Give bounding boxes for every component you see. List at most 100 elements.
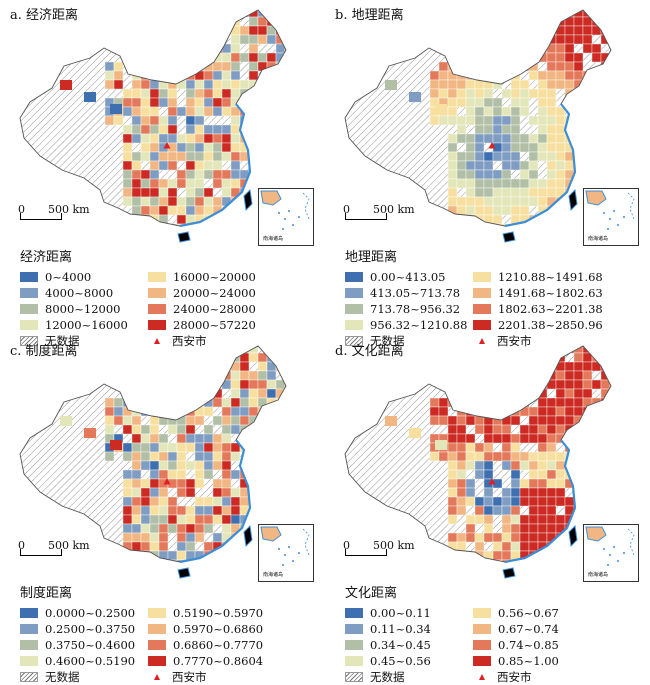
region-cell <box>609 397 611 408</box>
region-cell <box>528 133 539 144</box>
region-cell <box>510 451 521 462</box>
region-cell <box>149 559 160 562</box>
region-cell <box>528 379 539 390</box>
region-cell <box>447 370 458 381</box>
region-cell <box>519 532 530 543</box>
legend-label: 0.45~0.56 <box>370 653 431 668</box>
region-cell <box>537 406 548 417</box>
south-china-sea-inset: 南海诸岛 <box>583 188 639 246</box>
region-cell <box>131 196 142 207</box>
region-cell <box>483 379 494 390</box>
legend-swatch <box>148 287 166 298</box>
region-cell <box>555 70 566 81</box>
region-cell <box>230 160 241 171</box>
region-cell <box>501 142 512 153</box>
region-cell <box>492 169 503 180</box>
region-cell <box>528 34 539 45</box>
region-cell <box>537 415 548 426</box>
region-cell <box>573 34 584 45</box>
region-cell <box>564 406 575 417</box>
region-cell <box>483 496 494 507</box>
region-cell <box>465 25 476 36</box>
region-cell <box>456 223 467 226</box>
region-cell <box>140 169 151 180</box>
region-cell <box>591 70 602 81</box>
region-cell <box>213 233 222 242</box>
region-cell <box>456 424 467 435</box>
region-cell <box>167 460 178 471</box>
region-cell <box>230 361 241 372</box>
region-cell <box>275 142 286 153</box>
region-cell <box>564 97 575 108</box>
region-cell <box>212 514 223 525</box>
region-cell <box>248 16 259 27</box>
region-cell <box>222 569 231 578</box>
region-cell <box>447 505 458 516</box>
region-cell <box>528 160 539 171</box>
region-cell <box>284 388 286 399</box>
region-cell <box>239 370 250 381</box>
region-cell <box>582 106 593 117</box>
region-cell <box>176 16 187 27</box>
region-cell <box>483 205 494 216</box>
region-cell <box>573 379 584 390</box>
region-cell <box>474 559 485 562</box>
region-cell <box>456 352 467 363</box>
region-cell <box>149 424 160 435</box>
region-cell <box>212 460 223 471</box>
region-cell <box>609 133 611 144</box>
region-cell <box>158 460 169 471</box>
region-cell <box>591 514 602 525</box>
region-cell <box>158 178 169 189</box>
region-cell <box>140 178 151 189</box>
region-cell <box>131 223 142 226</box>
region-cell <box>546 523 557 534</box>
region-cell <box>230 469 241 480</box>
region-cell <box>474 61 485 72</box>
region-cell <box>492 415 503 426</box>
region-cell <box>248 370 259 381</box>
region-cell <box>122 106 133 117</box>
region-cell <box>140 142 151 153</box>
legend-label: 0~4000 <box>45 269 92 284</box>
region-cell <box>149 124 160 135</box>
region-cell <box>257 25 268 36</box>
region-cell <box>185 370 196 381</box>
region-cell <box>266 388 277 399</box>
region-cell <box>465 460 476 471</box>
region-cell <box>573 433 584 444</box>
region-cell <box>230 151 241 162</box>
region-cell <box>501 61 512 72</box>
region-cell <box>149 97 160 108</box>
region-cell <box>573 397 584 408</box>
legend-swatch <box>20 639 38 650</box>
region-cell <box>438 70 449 81</box>
region-cell <box>519 52 530 63</box>
region-cell <box>231 233 240 242</box>
region-cell <box>546 478 557 489</box>
region-cell <box>529 233 538 242</box>
region-cell <box>249 233 258 242</box>
region-cell <box>221 460 232 471</box>
region-cell <box>474 160 485 171</box>
region-cell <box>591 346 602 354</box>
region-cell <box>600 496 611 507</box>
region-cell <box>465 10 476 18</box>
region-cell <box>528 541 539 552</box>
region-cell <box>456 460 467 471</box>
region-cell <box>167 115 178 126</box>
region-cell <box>221 43 232 54</box>
region-cell <box>194 25 205 36</box>
region-cell <box>104 79 115 90</box>
region-cell <box>149 460 160 471</box>
region-cell <box>429 88 440 99</box>
region-cell <box>248 424 259 435</box>
region-cell <box>167 442 178 453</box>
region-cell <box>221 361 232 372</box>
inset-label: 南海诸岛 <box>263 236 284 242</box>
region-cell <box>284 115 286 126</box>
region-cell <box>221 505 232 516</box>
region-cell <box>600 160 611 171</box>
region-cell <box>212 16 223 27</box>
region-cell <box>131 79 142 90</box>
